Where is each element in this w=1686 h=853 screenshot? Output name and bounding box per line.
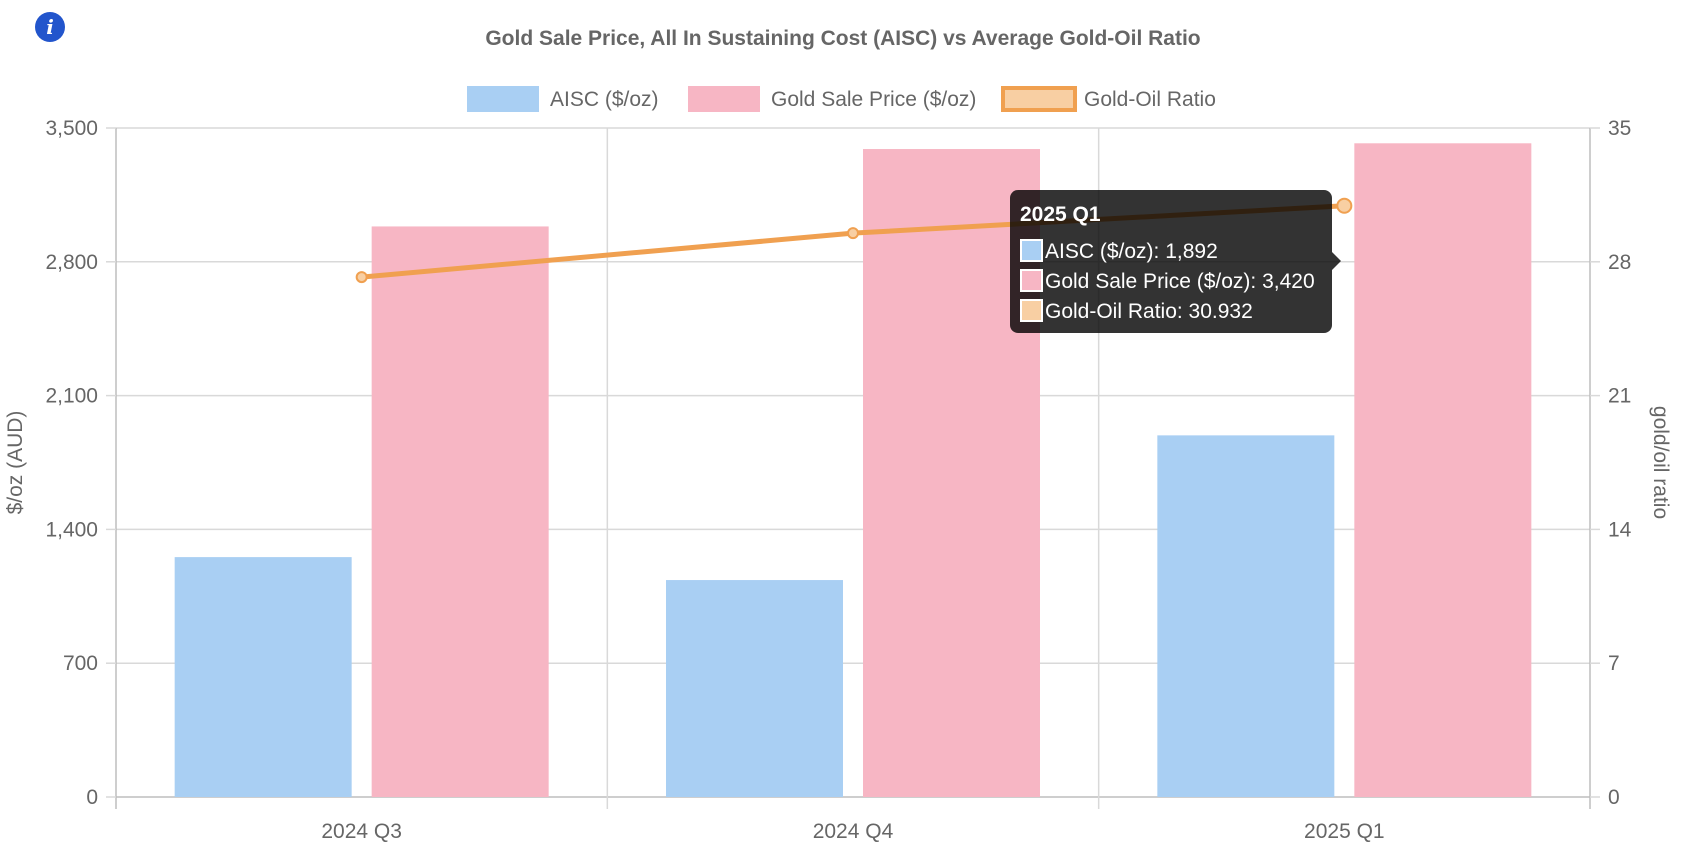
info-icon[interactable]: i (35, 12, 65, 42)
y-right-tick-label: 21 (1608, 385, 1631, 408)
axes: 0 700 1,400 2,100 2,800 3,500 0 7 14 21 28 35 2024 Q… (4, 117, 1672, 843)
point-gold-oil-ratio (355, 271, 368, 284)
bar-gold-sale-price-oz (371, 226, 549, 797)
y-left-axis-title: $/oz (AUD) (4, 411, 27, 515)
tooltip-row: AISC ($/oz): 1,892 (1045, 240, 1218, 263)
y-right-axis-title: gold/oil ratio (1649, 406, 1672, 519)
bars (174, 143, 1532, 798)
y-right-tick-label: 0 (1608, 786, 1620, 809)
tooltip-box (1010, 190, 1332, 333)
bar-aisc-oz (174, 557, 352, 797)
bar-gold-sale-price-oz (1354, 143, 1532, 797)
x-tick-label: 2024 Q3 (321, 820, 402, 843)
y-left-tick-label: 0 (86, 786, 98, 809)
legend-swatch (467, 86, 539, 112)
legend: AISC ($/oz) Gold Sale Price ($/oz) Gold-Oi… (467, 86, 1216, 112)
x-tick-label: 2025 Q1 (1304, 820, 1385, 843)
point-gold-oil-ratio (847, 227, 859, 240)
chart-title: Gold Sale Price, All In Sustaining Cost … (485, 27, 1200, 50)
legend-label: Gold-Oil Ratio (1084, 88, 1216, 111)
y-left-tick-label: 2,800 (45, 251, 98, 274)
tooltip-swatch (1020, 239, 1043, 262)
y-right-tick-label: 7 (1608, 652, 1620, 675)
tooltip-swatch (1020, 299, 1043, 322)
legend-swatch (1001, 86, 1077, 112)
tooltip: 2025 Q1 AISC ($/oz): 1,892 Gold Sale Price… (1010, 190, 1341, 333)
x-tick-label: 2024 Q4 (813, 820, 894, 843)
tooltip-title: 2025 Q1 (1020, 203, 1101, 226)
legend-label: Gold Sale Price ($/oz) (771, 88, 976, 111)
legend-label: AISC ($/oz) (550, 88, 659, 111)
y-left-tick-label: 700 (63, 652, 98, 675)
y-left-tick-label: 2,100 (45, 385, 98, 408)
y-right-tick-label: 35 (1608, 117, 1631, 140)
tooltip-swatch (1020, 269, 1043, 292)
bar-aisc-oz (1157, 435, 1335, 797)
y-right-tick-label: 14 (1608, 518, 1632, 541)
grid (115, 127, 1591, 809)
y-left-tick-label: 1,400 (45, 518, 98, 541)
tooltip-row: Gold-Oil Ratio: 30.932 (1045, 300, 1253, 323)
legend-swatch (688, 86, 760, 112)
tooltip-row: Gold Sale Price ($/oz): 3,420 (1045, 270, 1315, 293)
tooltip-caret (1332, 252, 1341, 270)
bar-aisc-oz (666, 580, 843, 797)
point-gold-oil-ratio (1336, 197, 1353, 214)
y-left-tick-label: 3,500 (45, 117, 98, 140)
y-right-tick-label: 28 (1608, 251, 1631, 274)
